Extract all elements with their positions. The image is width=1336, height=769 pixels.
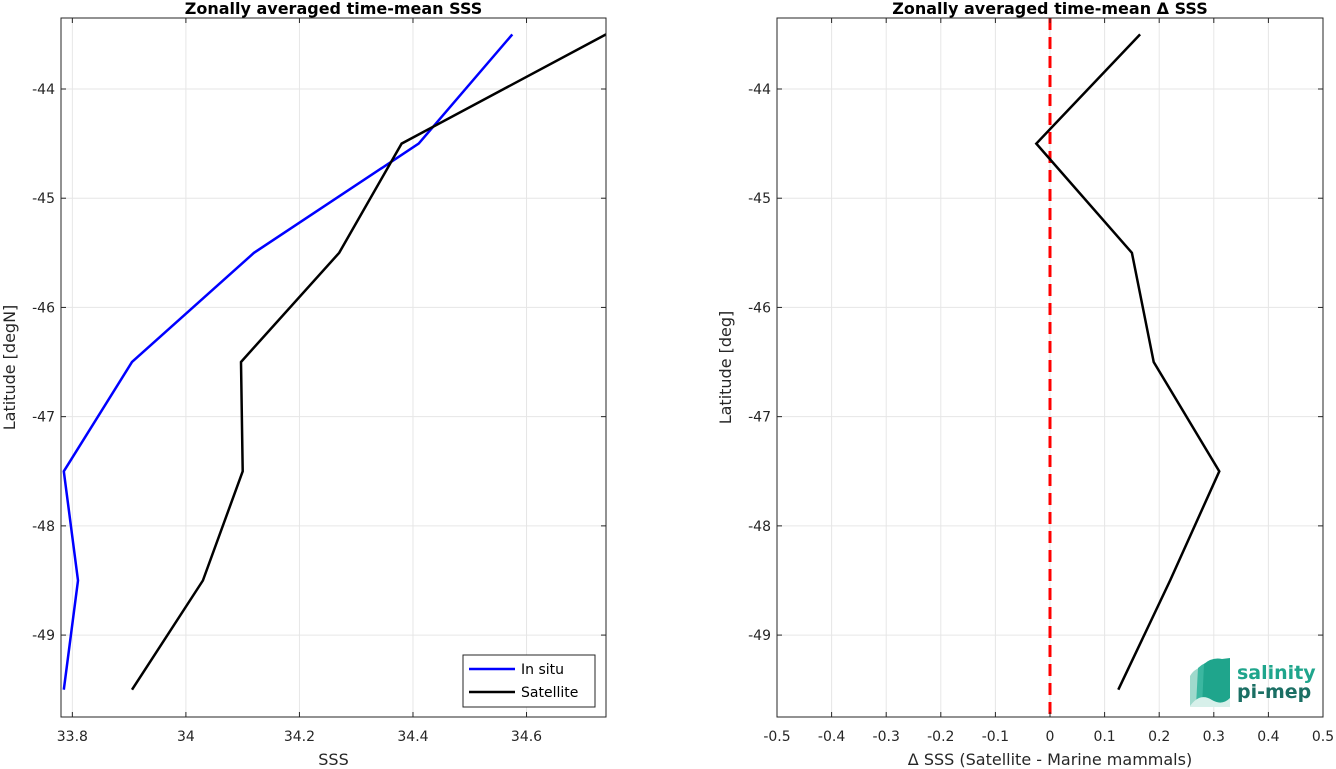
x-tick-label: 33.8: [57, 729, 88, 745]
waves-logo-icon: [1190, 658, 1230, 707]
chart-title-sss: Zonally averaged time-mean SSS: [185, 0, 483, 18]
x-tick-label: -0.2: [927, 729, 954, 745]
x-tick-label: 34.4: [397, 729, 428, 745]
y-tick-label: -46: [32, 300, 55, 316]
series-line-satellite: [130, 33, 607, 691]
y-tick-label: -45: [32, 191, 55, 207]
legend-box: [462, 654, 596, 708]
y-tick-label: -49: [748, 628, 771, 644]
x-tick-label: 0.1: [1093, 729, 1115, 745]
ticks-sss: 33.8 34 34.2 34.4 34.6 -44 -45 -46 -47 -48 -49: [32, 18, 606, 745]
x-tick-label: 0: [1046, 729, 1055, 745]
x-tick-label: -0.1: [982, 729, 1009, 745]
x-tick-label: 0.5: [1312, 729, 1334, 745]
sss-plot: 33.8 34 34.2 34.4 34.6 -44 -45 -46 -47 -48 -49 Zon…: [0, 0, 607, 769]
x-tick-label: 34.6: [511, 729, 542, 745]
chart-title-delta: Zonally averaged time-mean Δ SSS: [892, 0, 1208, 18]
y-tick-label: -49: [32, 628, 55, 644]
y-tick-label: -45: [748, 191, 771, 207]
y-tick-label: -48: [748, 519, 771, 535]
y-tick-label: -44: [748, 82, 771, 98]
x-tick-label: 34: [177, 729, 195, 745]
y-tick-label: -47: [748, 410, 771, 426]
y-tick-label: -46: [748, 300, 771, 316]
x-tick-label: -0.5: [763, 729, 790, 745]
x-tick-label: -0.4: [818, 729, 845, 745]
logo-text-salinity: salinity: [1237, 662, 1316, 684]
legend-label-satellite: Satellite: [521, 685, 578, 701]
series-line-in-situ: [62, 33, 514, 690]
x-tick-label: 0.4: [1257, 729, 1279, 745]
series-line-delta-0: [1034, 33, 1221, 691]
grid-sss: [61, 18, 606, 717]
legend: In situ Satellite: [462, 654, 596, 708]
x-axis-label-delta: Δ SSS (Satellite - Marine mammals): [908, 750, 1192, 769]
plot-area-sss: [61, 18, 606, 717]
y-tick-label: -47: [32, 410, 55, 426]
y-tick-label: -44: [32, 82, 55, 98]
legend-label-in-situ: In situ: [521, 662, 564, 678]
x-axis-label-sss: SSS: [318, 750, 348, 769]
y-axis-label-sss: Latitude [degN]: [0, 305, 19, 431]
y-tick-label: -48: [32, 519, 55, 535]
logo-text-pimep: pi-mep: [1237, 681, 1311, 703]
x-tick-label: 0.3: [1203, 729, 1225, 745]
ticks-delta: -0.5 -0.4 -0.3 -0.2 -0.1 0 0.1 0.2 0.3 0.4 0.5 -44 -…: [748, 18, 1334, 745]
delta-sss-plot: -0.5 -0.4 -0.3 -0.2 -0.1 0 0.1 0.2 0.3 0.4 0.5 -44 -…: [716, 0, 1334, 769]
x-tick-label: 34.2: [284, 729, 315, 745]
salinity-pimep-logo: salinity pi-mep: [1190, 658, 1316, 707]
x-tick-label: 0.2: [1148, 729, 1170, 745]
axes-box-sss: [60, 17, 607, 718]
x-tick-label: -0.3: [873, 729, 900, 745]
y-axis-label-delta: Latitude [deg]: [716, 311, 735, 425]
series-sss: [62, 33, 607, 691]
series-delta: [1034, 18, 1221, 717]
